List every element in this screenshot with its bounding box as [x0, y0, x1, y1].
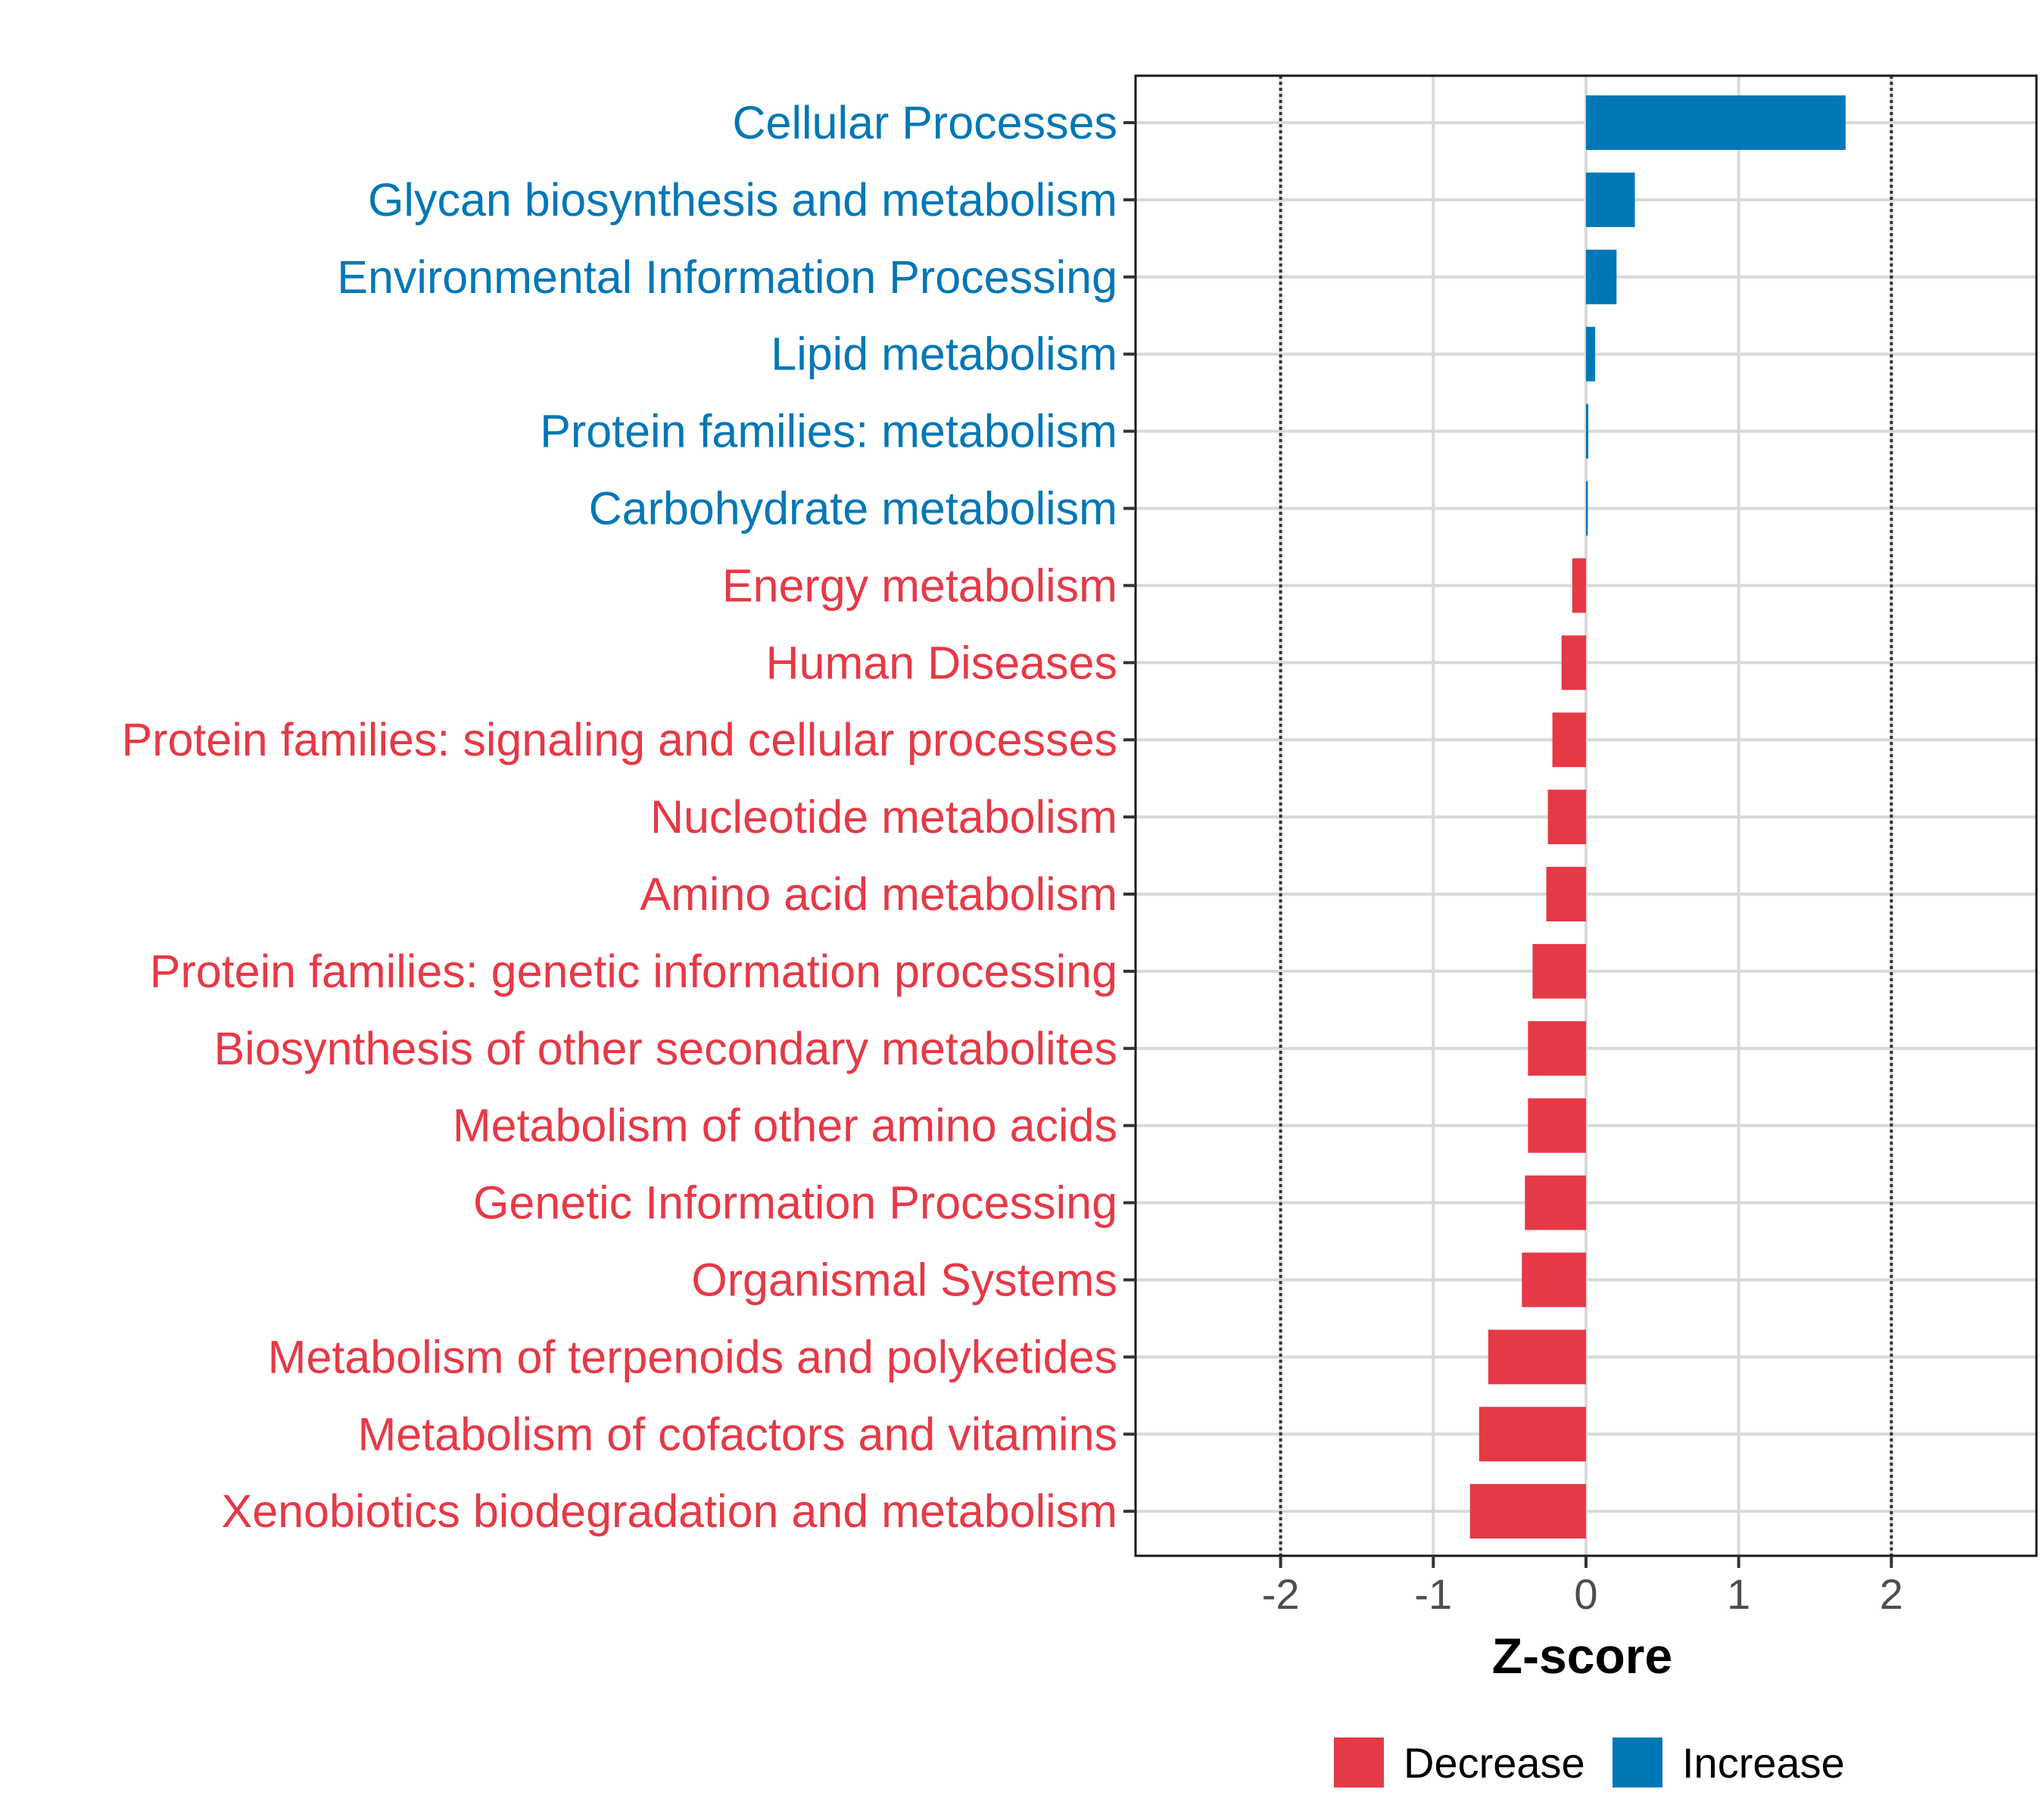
reference-lines	[1279, 76, 1893, 1556]
bar-nucleotide-metabolism	[1547, 790, 1586, 845]
legend: Decrease Increase	[1334, 1738, 1845, 1787]
category-label: Amino acid metabolism	[640, 868, 1117, 920]
category-label: Glycan biosynthesis and metabolism	[368, 174, 1117, 226]
bar-metabolism-of-terpenoids-and-polyketides	[1488, 1329, 1586, 1385]
category-label: Protein families: signaling and cellular…	[121, 714, 1117, 765]
legend-key-increase	[1612, 1738, 1662, 1787]
x-axis-title: Z-score	[1492, 1628, 1672, 1684]
bar-metabolism-of-other-amino-acids	[1528, 1098, 1586, 1153]
bar-amino-acid-metabolism	[1546, 867, 1586, 921]
category-label: Metabolism of other amino acids	[453, 1100, 1117, 1152]
category-label: Lipid metabolism	[771, 329, 1117, 380]
category-label: Genetic Information Processing	[473, 1177, 1117, 1229]
bar-metabolism-of-cofactors-and-vitamins	[1478, 1407, 1586, 1462]
x-tick-label: 2	[1880, 1570, 1903, 1618]
x-tick-label: 0	[1574, 1570, 1597, 1618]
bar-environmental-information-processing	[1586, 249, 1617, 304]
bar-glycan-biosynthesis-and-metabolism	[1586, 172, 1635, 227]
bar-organismal-systems	[1522, 1252, 1586, 1307]
x-tick-label: -1	[1414, 1570, 1452, 1618]
legend-label-increase: Increase	[1682, 1739, 1845, 1787]
bar-protein-families-signaling-and-cellular-processes	[1552, 712, 1586, 768]
category-label: Xenobiotics biodegradation and metabolis…	[222, 1485, 1117, 1537]
y-axis-ticks	[1123, 121, 1136, 1513]
category-labels: Cellular Processes Glycan biosynthesis an…	[121, 97, 1117, 1537]
category-label: Protein families: genetic information pr…	[150, 946, 1117, 997]
bar-carbohydrate-metabolism	[1586, 481, 1588, 536]
x-tick-label: 1	[1727, 1570, 1750, 1618]
x-axis-ticks: -2 -1 0 1 2	[1262, 1556, 1903, 1618]
bars	[1469, 95, 1846, 1539]
category-label: Environmental Information Processing	[337, 251, 1117, 303]
bar-genetic-information-processing	[1525, 1175, 1586, 1230]
category-label: Protein families: metabolism	[540, 406, 1117, 457]
x-tick-label: -2	[1262, 1570, 1300, 1618]
bar-protein-families-genetic-information-processing	[1532, 943, 1586, 999]
bar-human-diseases	[1561, 635, 1586, 690]
category-label: Metabolism of terpenoids and polyketides	[268, 1331, 1117, 1382]
legend-key-decrease	[1334, 1738, 1384, 1787]
bar-cellular-processes	[1586, 95, 1846, 150]
category-label: Cellular Processes	[732, 97, 1117, 148]
category-label: Carbohydrate metabolism	[589, 483, 1117, 535]
category-label: Organismal Systems	[691, 1254, 1117, 1306]
legend-label-decrease: Decrease	[1404, 1739, 1585, 1787]
bar-lipid-metabolism	[1586, 326, 1596, 382]
bar-protein-families-metabolism	[1586, 404, 1589, 459]
category-label: Biosynthesis of other secondary metaboli…	[213, 1023, 1117, 1074]
category-label: Human Diseases	[766, 637, 1117, 688]
bar-xenobiotics-biodegradation-and-metabolism	[1469, 1484, 1586, 1539]
category-label: Nucleotide metabolism	[650, 791, 1117, 843]
bar-biosynthesis-of-other-secondary-metabolites	[1528, 1021, 1586, 1076]
bar-energy-metabolism	[1572, 558, 1586, 613]
category-label: Metabolism of cofactors and vitamins	[357, 1408, 1117, 1460]
category-label: Energy metabolism	[722, 559, 1117, 611]
